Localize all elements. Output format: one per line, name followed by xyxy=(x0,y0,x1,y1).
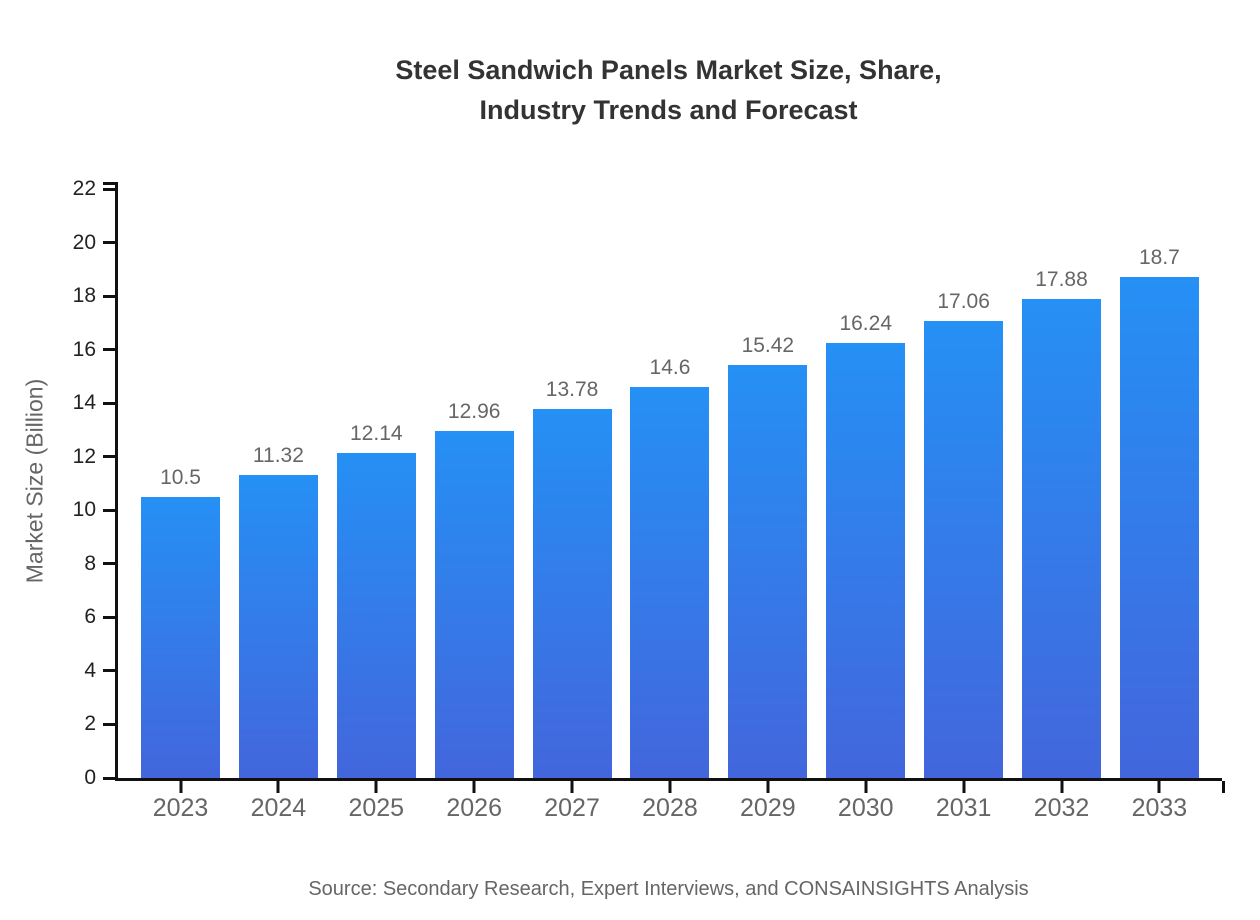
y-axis-tick-mark xyxy=(103,401,115,405)
bar xyxy=(728,365,808,778)
y-axis-tick-label: 4 xyxy=(84,658,96,682)
x-axis-category-label: 2023 xyxy=(152,794,209,822)
bar xyxy=(1022,299,1102,778)
x-axis-tick xyxy=(472,781,476,793)
x-axis-tick xyxy=(1060,781,1064,793)
y-axis-tick-label: 22 xyxy=(72,177,96,200)
x-axis-tick xyxy=(864,781,868,793)
y-axis-tick-label: 10 xyxy=(72,498,96,522)
bar-slot: 18.7 2033 xyxy=(1119,182,1199,822)
bar xyxy=(924,321,1004,778)
bar xyxy=(434,431,514,778)
y-axis-tick-mark xyxy=(103,294,115,298)
bar-slot: 17.88 2032 xyxy=(1022,182,1102,822)
x-axis-category-label: 2033 xyxy=(1131,794,1188,822)
x-axis-category-label: 2026 xyxy=(446,794,502,822)
y-axis-tick-label: 6 xyxy=(84,605,96,629)
bar-slot: 13.78 2027 xyxy=(532,182,612,822)
y-axis-tick-mark xyxy=(103,615,115,619)
y-axis-tick-mark xyxy=(103,669,115,673)
bar xyxy=(532,409,612,778)
y-axis-tick-label: 12 xyxy=(72,444,96,468)
bar-value-label: 12.14 xyxy=(350,421,403,445)
bar-value-label: 18.7 xyxy=(1138,246,1180,270)
bar-slot: 16.24 2030 xyxy=(826,182,906,822)
bar-value-label: 16.24 xyxy=(839,312,893,336)
x-axis-endcap xyxy=(1222,781,1225,793)
x-axis-tick xyxy=(962,781,966,793)
bar-slot: 11.32 2024 xyxy=(238,182,318,822)
bar xyxy=(826,343,906,778)
x-axis-category-label: 2032 xyxy=(1033,794,1090,822)
y-axis-tick-mark xyxy=(103,348,115,352)
x-axis-category-label: 2024 xyxy=(250,794,307,822)
chart-title: Steel Sandwich Panels Market Size, Share… xyxy=(115,50,1222,130)
x-axis-tick xyxy=(570,781,574,793)
x-axis-tick xyxy=(668,781,672,793)
y-axis-tick-mark xyxy=(103,187,115,191)
x-axis-tick xyxy=(374,781,378,793)
y-axis-tick-label: 18 xyxy=(72,284,96,308)
x-axis-tick xyxy=(1157,781,1161,793)
source-note: Source: Secondary Research, Expert Inter… xyxy=(308,878,1029,900)
y-axis-endcap xyxy=(103,182,115,185)
bars-container: 10.5 2023 11.32 2024 12.14 2025 12.96 20… xyxy=(118,182,1222,822)
bar-slot: 14.6 2028 xyxy=(630,182,710,822)
bar-value-label: 17.06 xyxy=(937,290,990,314)
x-axis-category-label: 2028 xyxy=(642,794,698,822)
x-axis-category-label: 2027 xyxy=(544,794,600,822)
bar-value-label: 14.6 xyxy=(649,356,691,380)
y-axis-tick-label: 2 xyxy=(84,712,96,736)
y-axis-tick-mark xyxy=(103,562,115,566)
bar-slot: 12.96 2026 xyxy=(434,182,514,822)
y-axis-tick-mark xyxy=(103,722,115,726)
y-axis-tick-label: 8 xyxy=(84,551,96,575)
bar xyxy=(1119,277,1199,778)
chart-title-line1: Steel Sandwich Panels Market Size, Share… xyxy=(395,55,942,85)
x-axis-category-label: 2025 xyxy=(348,794,405,822)
y-axis-tick-mark xyxy=(103,455,115,459)
y-axis-tick-label: 16 xyxy=(72,337,96,361)
y-axis-tick-mark xyxy=(103,776,115,780)
bar-value-label: 17.88 xyxy=(1035,268,1088,292)
bar xyxy=(141,496,220,778)
bar-value-label: 15.42 xyxy=(741,334,795,358)
bar-value-label: 13.78 xyxy=(545,378,599,402)
x-axis-category-label: 2030 xyxy=(837,794,894,822)
plot-area: 0 2 4 6 8 10 12 14 16 18 20 22 10.5 2023… xyxy=(73,177,1225,822)
bar-value-label: 10.5 xyxy=(160,465,201,489)
bar-slot: 17.06 2031 xyxy=(924,182,1004,822)
x-axis-category-label: 2029 xyxy=(740,794,796,822)
bar-value-label: 12.96 xyxy=(447,400,501,424)
x-axis-tick xyxy=(179,781,182,793)
y-axis-tick-mark xyxy=(103,241,115,245)
bar xyxy=(238,474,318,778)
bar-value-label: 11.32 xyxy=(252,443,304,467)
bar-slot: 10.5 2023 xyxy=(141,182,220,822)
bar xyxy=(630,387,710,778)
bar-slot: 12.14 2025 xyxy=(336,182,416,822)
y-axis-tick-label: 20 xyxy=(72,230,96,254)
bar-slot: 15.42 2029 xyxy=(728,182,808,822)
chart-title-line2: Industry Trends and Forecast xyxy=(479,95,858,125)
bar xyxy=(336,452,416,778)
x-axis-tick xyxy=(766,781,770,793)
y-axis-tick-mark xyxy=(103,508,115,512)
x-axis-tick xyxy=(276,781,280,793)
x-axis-category-label: 2031 xyxy=(935,794,992,822)
y-axis-tick-label: 0 xyxy=(84,766,96,789)
y-axis-tick-label: 14 xyxy=(72,391,96,415)
